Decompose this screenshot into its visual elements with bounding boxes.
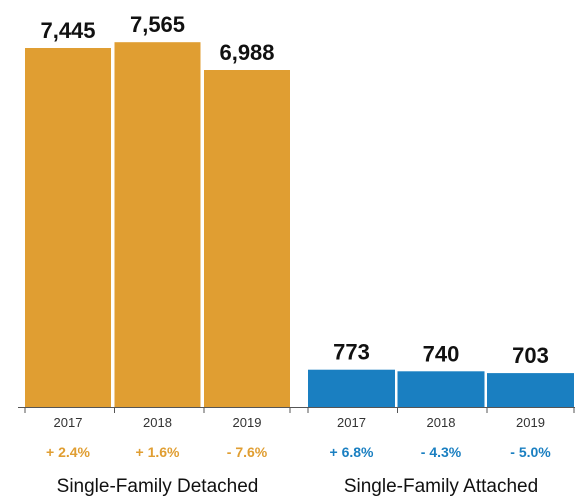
bar-value-label: 7,445	[40, 18, 95, 43]
x-tick-label: 2018	[427, 415, 456, 430]
bar	[397, 371, 485, 407]
group-label: Single-Family Detached	[57, 476, 259, 497]
percent-change-label: - 5.0%	[510, 444, 551, 460]
percent-change-label: + 6.8%	[330, 444, 375, 460]
x-tick-label: 2017	[54, 415, 83, 430]
percent-change-label: - 7.6%	[227, 444, 268, 460]
x-tick-label: 2019	[516, 415, 545, 430]
bar	[114, 42, 201, 407]
bar	[487, 373, 574, 407]
bar	[25, 48, 111, 407]
percent-change-label: + 2.4%	[46, 444, 91, 460]
x-tick-label: 2017	[337, 415, 366, 430]
bar-value-label: 773	[333, 340, 370, 365]
bar-value-label: 6,988	[219, 40, 274, 65]
group-label: Single-Family Attached	[344, 476, 538, 497]
x-tick-label: 2019	[233, 415, 262, 430]
percent-change-label: - 4.3%	[421, 444, 462, 460]
x-tick-label: 2018	[143, 415, 172, 430]
bar	[204, 70, 290, 407]
bar-value-label: 7,565	[130, 12, 185, 37]
percent-change-label: + 1.6%	[136, 444, 181, 460]
bar-value-label: 703	[512, 343, 549, 368]
bar-value-label: 740	[423, 341, 460, 366]
bar	[308, 369, 395, 407]
